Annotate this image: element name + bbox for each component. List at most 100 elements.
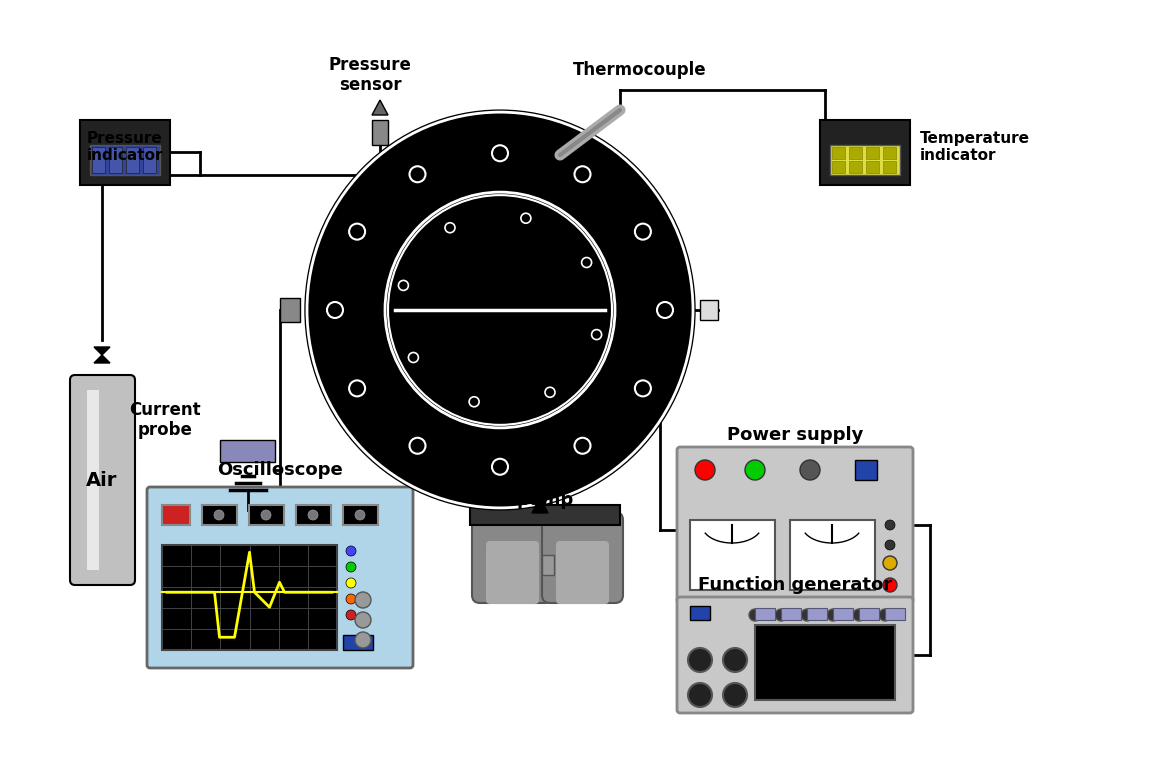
Circle shape — [308, 510, 318, 520]
Text: Power supply: Power supply — [727, 426, 863, 444]
Circle shape — [346, 594, 356, 604]
Polygon shape — [372, 100, 388, 115]
Text: Air: Air — [86, 470, 118, 489]
FancyBboxPatch shape — [677, 597, 914, 713]
Circle shape — [262, 510, 271, 520]
FancyBboxPatch shape — [486, 541, 539, 604]
Bar — [885, 608, 905, 620]
Circle shape — [852, 609, 865, 621]
Bar — [866, 161, 879, 173]
Circle shape — [346, 578, 356, 588]
Circle shape — [399, 280, 409, 290]
Bar — [790, 520, 876, 590]
Bar — [372, 120, 388, 145]
FancyBboxPatch shape — [147, 487, 414, 668]
Circle shape — [882, 578, 897, 592]
Circle shape — [882, 556, 897, 570]
Circle shape — [521, 214, 531, 223]
Bar — [143, 147, 156, 173]
Bar — [162, 545, 338, 650]
FancyBboxPatch shape — [556, 541, 609, 604]
Bar — [88, 390, 99, 570]
Text: Temperature
indicator: Temperature indicator — [920, 131, 1030, 163]
Circle shape — [592, 330, 601, 340]
Circle shape — [355, 632, 371, 648]
Bar — [755, 625, 895, 700]
Circle shape — [409, 166, 425, 182]
Bar — [109, 147, 122, 173]
Circle shape — [723, 683, 746, 707]
Bar — [808, 608, 827, 620]
Bar — [855, 460, 877, 480]
Circle shape — [688, 683, 712, 707]
Circle shape — [327, 302, 343, 318]
Bar — [202, 505, 237, 525]
Circle shape — [349, 223, 365, 239]
Bar — [820, 120, 910, 185]
Bar — [866, 147, 879, 159]
Circle shape — [879, 609, 890, 621]
Ellipse shape — [385, 192, 615, 428]
Circle shape — [545, 388, 555, 397]
Circle shape — [409, 438, 425, 454]
Circle shape — [355, 612, 371, 628]
Bar — [833, 608, 852, 620]
Circle shape — [657, 302, 673, 318]
Circle shape — [492, 145, 508, 161]
Circle shape — [827, 609, 839, 621]
FancyBboxPatch shape — [70, 375, 135, 585]
Circle shape — [492, 459, 508, 475]
FancyBboxPatch shape — [677, 447, 914, 603]
Ellipse shape — [388, 195, 612, 425]
Circle shape — [775, 609, 787, 621]
Bar — [849, 147, 862, 159]
Text: Oscilloscope: Oscilloscope — [217, 461, 343, 479]
Bar — [690, 606, 710, 620]
Polygon shape — [94, 355, 109, 363]
Circle shape — [346, 546, 356, 556]
Bar — [343, 635, 373, 650]
Circle shape — [688, 648, 712, 672]
Bar — [126, 147, 139, 173]
Bar — [92, 147, 105, 173]
Circle shape — [346, 562, 356, 572]
Text: Thermocouple: Thermocouple — [574, 61, 707, 79]
Bar — [832, 161, 846, 173]
Ellipse shape — [305, 110, 695, 510]
Circle shape — [801, 609, 813, 621]
FancyBboxPatch shape — [472, 512, 553, 603]
Circle shape — [445, 223, 455, 233]
Circle shape — [409, 353, 418, 363]
Circle shape — [346, 610, 356, 620]
Polygon shape — [94, 347, 109, 355]
Circle shape — [214, 510, 223, 520]
Bar — [343, 505, 378, 525]
Bar — [755, 608, 775, 620]
Text: Pressure
indicator: Pressure indicator — [86, 131, 164, 163]
Bar — [249, 505, 285, 525]
Circle shape — [469, 397, 479, 407]
Bar — [162, 505, 190, 525]
Bar — [832, 147, 846, 159]
Circle shape — [355, 510, 365, 520]
Bar — [690, 520, 775, 590]
Circle shape — [349, 380, 365, 397]
Text: Current
probe: Current probe — [129, 401, 200, 439]
Bar — [781, 608, 801, 620]
Circle shape — [885, 520, 895, 530]
Bar — [882, 147, 896, 159]
Bar — [829, 145, 900, 175]
Circle shape — [635, 380, 651, 397]
Bar — [882, 161, 896, 173]
Bar — [79, 120, 170, 185]
Circle shape — [723, 648, 746, 672]
Bar — [849, 161, 862, 173]
Bar — [700, 300, 718, 320]
Text: Pressure
sensor: Pressure sensor — [328, 55, 411, 94]
Circle shape — [799, 460, 820, 480]
Bar — [280, 298, 300, 322]
Bar — [90, 145, 160, 175]
Text: Vacuum
pump: Vacuum pump — [505, 470, 585, 509]
Text: Function generator: Function generator — [698, 576, 892, 594]
FancyBboxPatch shape — [541, 512, 623, 603]
